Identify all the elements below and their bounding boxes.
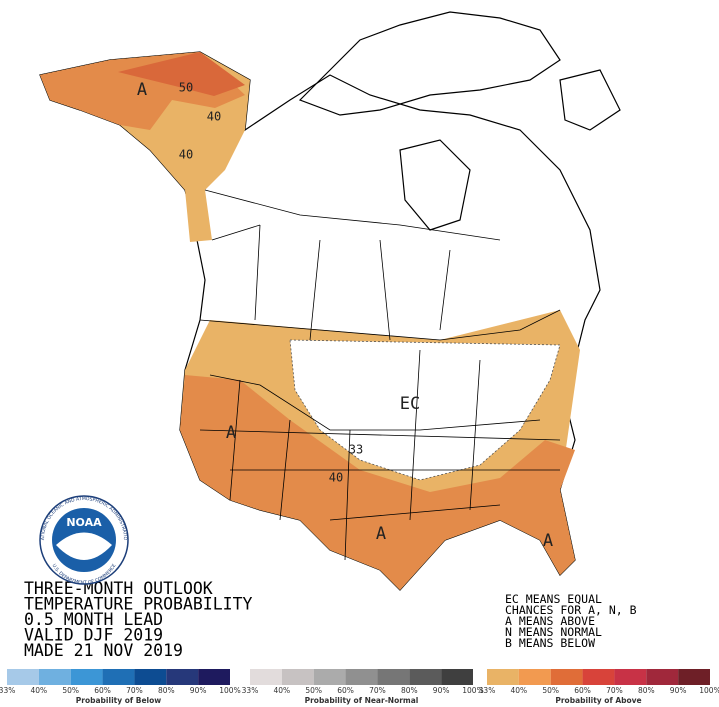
logo-gull (56, 532, 112, 560)
arctic-islands (298, 11, 621, 131)
legend-tick-label: 90% (433, 686, 450, 695)
map-labels: A 50 40 40 EC 33 40 A A A (137, 80, 553, 551)
outlook-line: TEMPERATURE PROBABILITY (24, 595, 253, 614)
legend-tick-label: 60% (574, 686, 591, 695)
legend-tick-label: 60% (94, 686, 111, 695)
key-line: B MEANS BELOW (505, 636, 595, 650)
outlook-line: 0.5 MONTH LEAD (24, 610, 163, 629)
map-label: 40 (329, 471, 343, 485)
map-label: EC (400, 394, 420, 414)
legend-swatch (550, 669, 583, 685)
legend-swatch (377, 669, 410, 685)
legend-swatch (250, 669, 282, 685)
key-line: N MEANS NORMAL (505, 625, 602, 639)
borders (199, 189, 561, 561)
map-label: A (376, 524, 386, 544)
legend-tick-label: 33% (0, 686, 15, 695)
legend-swatch (614, 669, 647, 685)
legend-tick-label: 70% (369, 686, 386, 695)
equal-chances-area (289, 339, 561, 481)
hudson-bay (399, 139, 471, 231)
alaska-above-50 (118, 52, 245, 96)
key-line: CHANCES FOR A, N, B (505, 603, 637, 617)
legend-tick-label: 100% (462, 686, 483, 695)
legend-tick-label: 33% (242, 686, 259, 695)
legend-tick-label: 40% (274, 686, 291, 695)
legend-tick-label: 100% (699, 686, 719, 695)
legend-swatch (345, 669, 378, 685)
legend-swatch (7, 669, 39, 685)
legends: 33% 40% 50% 60% 70% 80% 90% 100% Probability of … (0, 669, 719, 705)
legend-tick-label: 70% (126, 686, 143, 695)
map-label: 40 (179, 148, 193, 162)
legend-tick-label: 90% (190, 686, 207, 695)
legend-swatch (409, 669, 442, 685)
legend-tick-label: 33% (479, 686, 496, 695)
legend-swatch (102, 669, 135, 685)
legend-caption: Probability of Above (555, 696, 641, 705)
us-above-40 (180, 375, 575, 590)
legend-tick-label: 40% (511, 686, 528, 695)
legend-tick-label: 80% (158, 686, 175, 695)
legend-swatch (38, 669, 71, 685)
map-label: A (137, 80, 147, 100)
outlook-line: VALID DJF 2019 (24, 626, 163, 645)
legend-tick-label: 50% (62, 686, 79, 695)
legend-swatch (134, 669, 167, 685)
key-line: A MEANS ABOVE (505, 614, 595, 628)
outlook-line: THREE-MONTH OUTLOOK (24, 579, 213, 598)
legend-swatch (281, 669, 314, 685)
legend-tick-label: 60% (337, 686, 354, 695)
map-label: A (226, 423, 236, 443)
legend-swatch (582, 669, 615, 685)
map-label: 50 (179, 81, 193, 95)
map (39, 11, 621, 591)
legend-swatch (313, 669, 346, 685)
legend-tick-label: 70% (606, 686, 623, 695)
map-label: 33 (349, 443, 363, 457)
legend-caption: Probability of Near-Normal (305, 696, 419, 705)
legend-tick-label: 100% (219, 686, 240, 695)
legend-swatch (166, 669, 199, 685)
legend-swatch (518, 669, 551, 685)
legend-tick-label: 80% (401, 686, 418, 695)
logo-name: NOAA (66, 516, 102, 529)
map-label: 40 (207, 110, 221, 124)
legend-tick-label: 80% (638, 686, 655, 695)
legend-caption: Probability of Below (76, 696, 161, 705)
legend-tick-label: 50% (305, 686, 322, 695)
legend-swatch (441, 669, 473, 685)
legend-swatch (70, 669, 103, 685)
outlook-line: MADE 21 NOV 2019 (24, 641, 183, 660)
legend-tick-label: 50% (542, 686, 559, 695)
legend-swatch (198, 669, 230, 685)
legend-tick-label: 90% (670, 686, 687, 695)
legend-swatch (678, 669, 710, 685)
key-line: EC MEANS EQUAL (505, 592, 602, 606)
legend-tick-label: 40% (31, 686, 48, 695)
map-label: A (543, 531, 553, 551)
legend-swatch (646, 669, 679, 685)
legend-swatch (487, 669, 519, 685)
